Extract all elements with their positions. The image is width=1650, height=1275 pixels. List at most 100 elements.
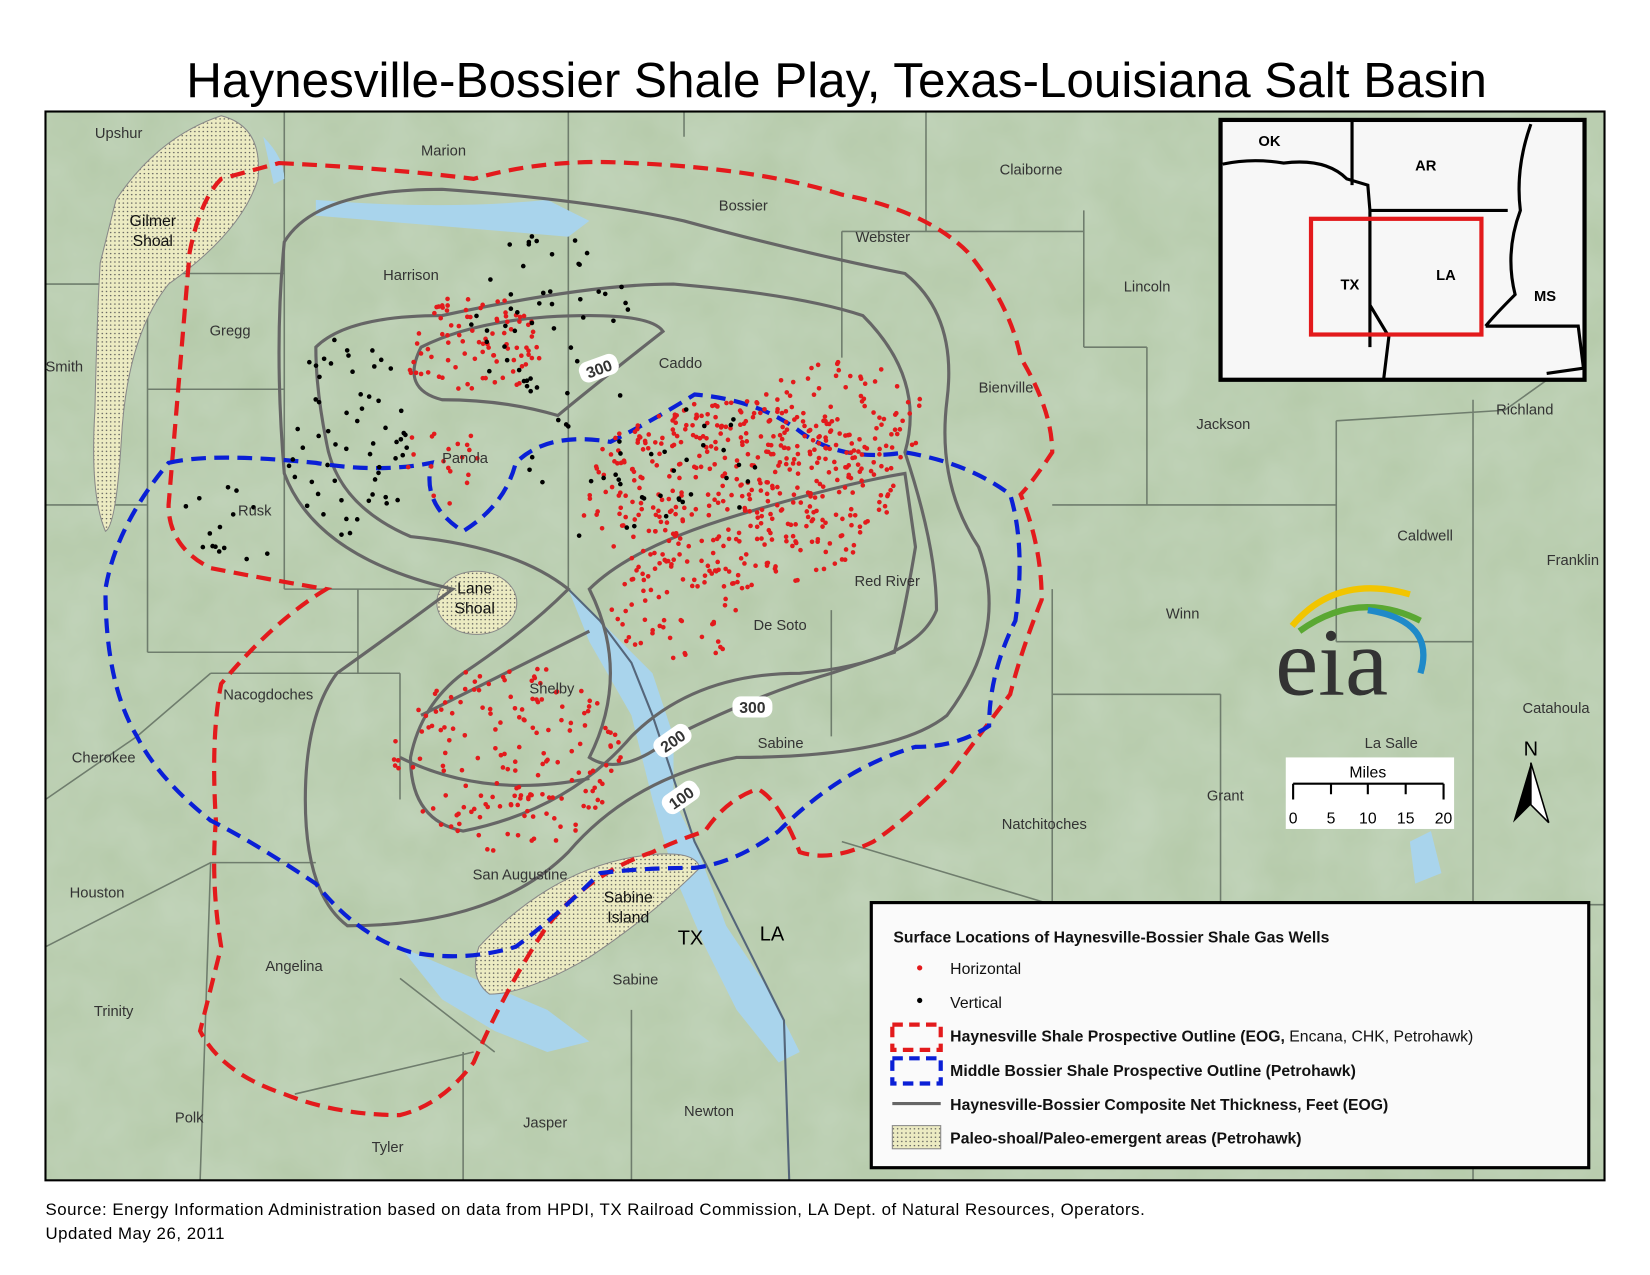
horizontal-well-point	[546, 727, 551, 733]
horizontal-well-point	[769, 483, 775, 489]
horizontal-well-point	[515, 832, 521, 838]
horizontal-well-point	[587, 698, 593, 704]
vertical-well-point	[617, 439, 622, 444]
horizontal-well-point	[476, 339, 482, 345]
vertical-well-point	[332, 478, 338, 484]
horizontal-well-point	[672, 415, 678, 420]
horizontal-well-point	[517, 314, 523, 320]
vertical-well-point	[540, 479, 545, 485]
horizontal-well-point	[710, 550, 716, 556]
horizontal-well-point	[810, 517, 816, 522]
horizontal-well-point	[768, 511, 773, 517]
vertical-well-point	[359, 406, 365, 411]
horizontal-well-point	[715, 639, 721, 644]
horizontal-well-point	[699, 558, 704, 564]
horizontal-well-point	[839, 533, 845, 538]
horizontal-well-point	[510, 369, 516, 374]
vertical-well-point	[394, 439, 399, 445]
horizontal-well-point	[790, 461, 796, 466]
horizontal-well-point	[658, 519, 664, 525]
horizontal-well-point	[494, 318, 500, 324]
horizontal-well-point	[754, 510, 760, 515]
horizontal-well-point	[823, 549, 829, 555]
horizontal-well-point	[782, 445, 787, 450]
county-label: Upshur	[95, 126, 143, 142]
horizontal-well-point	[791, 492, 797, 498]
horizontal-well-point	[516, 714, 522, 720]
vertical-well-point	[648, 451, 654, 457]
horizontal-well-point	[440, 763, 446, 769]
vertical-well-point	[370, 492, 375, 497]
horizontal-well-point	[666, 496, 672, 502]
horizontal-well-point	[524, 345, 529, 350]
horizontal-well-point	[448, 824, 454, 829]
horizontal-well-point	[758, 434, 764, 439]
horizontal-well-point	[532, 675, 538, 681]
vertical-well-point	[383, 494, 389, 500]
horizontal-well-point	[699, 634, 705, 640]
horizontal-well-point	[555, 759, 561, 765]
horizontal-well-point	[751, 410, 757, 416]
county-label: Webster	[856, 230, 911, 246]
map-body: 300 300 200 100 Upshur Marion Claiborne …	[45, 111, 1605, 1181]
horizontal-well-point	[583, 788, 588, 794]
vertical-well-point	[321, 356, 327, 362]
horizontal-well-point	[878, 492, 884, 498]
horizontal-well-point	[476, 832, 482, 838]
horizontal-well-point	[885, 493, 890, 499]
horizontal-well-point	[833, 442, 839, 448]
horizontal-well-point	[782, 430, 787, 436]
horizontal-well-point	[856, 449, 861, 454]
horizontal-well-point	[823, 445, 828, 451]
horizontal-well-point	[858, 393, 864, 399]
horizontal-well-point	[455, 441, 461, 447]
horizontal-well-point	[486, 681, 492, 687]
vertical-well-point	[469, 322, 474, 327]
horizontal-well-point	[771, 451, 776, 457]
horizontal-well-point	[661, 617, 667, 623]
horizontal-well-point	[723, 596, 728, 602]
horizontal-well-point	[774, 502, 780, 508]
horizontal-well-point	[823, 520, 828, 526]
horizontal-well-point	[608, 452, 614, 457]
horizontal-well-point	[652, 566, 658, 572]
horizontal-well-point	[636, 512, 641, 518]
horizontal-well-point	[762, 542, 767, 547]
horizontal-well-point	[757, 410, 763, 416]
vertical-well-point	[376, 398, 381, 404]
horizontal-well-point	[490, 794, 495, 800]
horizontal-well-point	[840, 516, 845, 522]
horizontal-well-point	[804, 509, 810, 514]
horizontal-well-point	[673, 504, 679, 510]
horizontal-well-point	[889, 445, 895, 450]
horizontal-well-point	[755, 455, 761, 460]
horizontal-well-point	[857, 469, 863, 475]
horizontal-well-point	[813, 567, 819, 573]
horizontal-well-point	[493, 745, 498, 751]
horizontal-well-point	[530, 696, 535, 702]
horizontal-well-point	[670, 427, 676, 432]
horizontal-well-point	[874, 425, 879, 431]
horizontal-well-point	[862, 381, 868, 387]
horizontal-well-point	[778, 443, 784, 448]
well-points	[183, 234, 923, 853]
horizontal-well-point	[612, 732, 618, 738]
horizontal-well-point	[699, 413, 704, 419]
horizontal-well-point	[839, 557, 845, 562]
horizontal-well-point	[603, 725, 608, 731]
horizontal-well-point	[805, 514, 811, 520]
horizontal-well-point	[816, 440, 822, 446]
horizontal-well-point	[852, 512, 858, 518]
horizontal-well-point	[475, 755, 481, 761]
horizontal-well-point	[516, 744, 522, 750]
vertical-well-point	[512, 328, 518, 334]
vertical-well-point	[230, 512, 236, 517]
vertical-well-point	[611, 318, 616, 324]
horizontal-well-point	[441, 768, 447, 774]
horizontal-well-point	[514, 345, 520, 351]
horizontal-well-point	[759, 513, 765, 519]
horizontal-well-point	[725, 507, 730, 512]
vertical-well-point	[631, 523, 637, 529]
horizontal-well-point	[834, 477, 840, 483]
vertical-well-point	[225, 484, 231, 490]
